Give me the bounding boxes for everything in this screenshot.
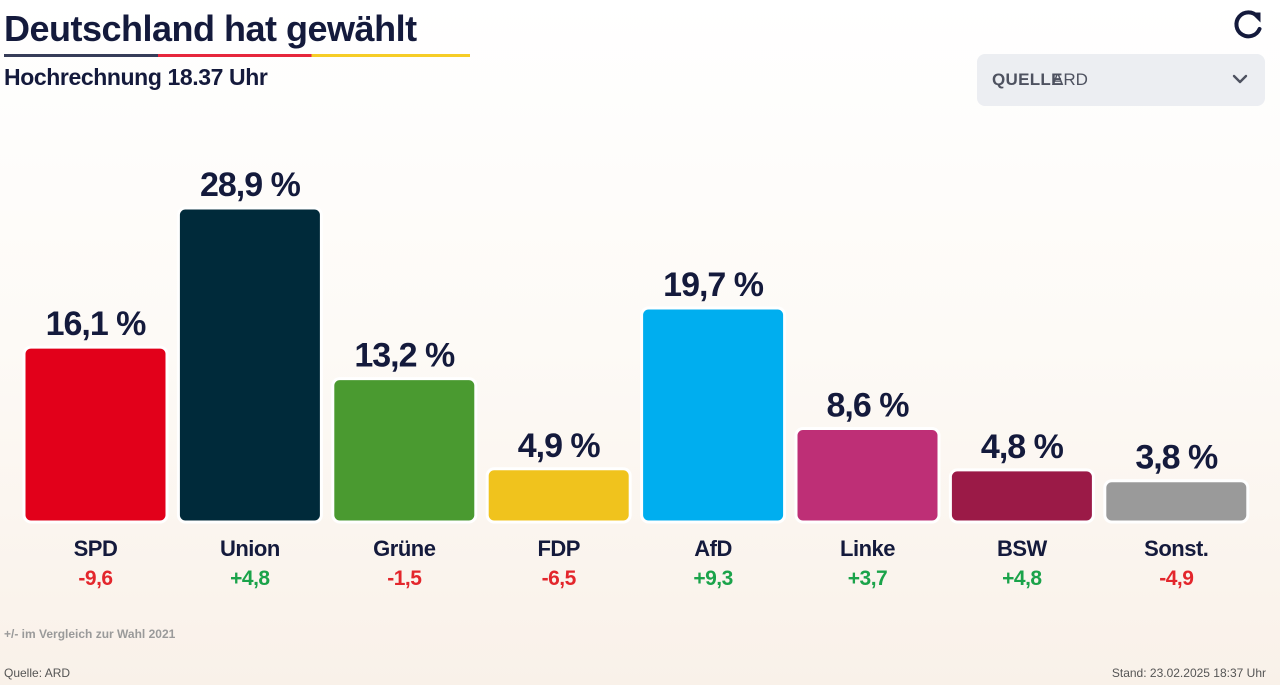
value-label-union: 28,9 %	[200, 166, 301, 204]
category-label-afd: AfD	[694, 536, 732, 561]
bar-linke	[794, 427, 941, 524]
value-label-spd: 16,1 %	[46, 305, 147, 343]
value-label-grne: 13,2 %	[354, 337, 455, 375]
category-label-union: Union	[220, 536, 280, 561]
bar-sonst	[1103, 479, 1250, 524]
chevron-down-icon	[1232, 74, 1248, 84]
bar-fdp	[485, 467, 632, 524]
bar-afd	[640, 306, 787, 524]
change-label-fdp: -6,5	[542, 567, 577, 590]
value-label-sonst: 3,8 %	[1135, 439, 1218, 477]
bar-spd	[22, 345, 169, 524]
comparison-note: +/- im Vergleich zur Wahl 2021	[4, 627, 176, 641]
source-select[interactable]: QUELLE ARD	[977, 54, 1265, 106]
category-label-sonst: Sonst.	[1144, 536, 1208, 561]
change-label-linke: +3,7	[848, 567, 887, 590]
footer-timestamp: Stand: 23.02.2025 18:37 Uhr	[1111, 666, 1266, 680]
category-label-linke: Linke	[840, 536, 895, 561]
bar-grne	[331, 377, 478, 524]
change-label-bsw: +4,8	[1002, 567, 1042, 590]
category-label-fdp: FDP	[537, 536, 580, 561]
refresh-button[interactable]	[1228, 8, 1268, 44]
category-label-grne: Grüne	[373, 536, 436, 561]
change-label-union: +4,8	[230, 567, 270, 590]
source-select-label: QUELLE	[992, 70, 1063, 89]
category-label-bsw: BSW	[997, 536, 1048, 561]
page-subtitle: Hochrechnung 18.37 Uhr	[4, 64, 268, 90]
footer-source: Quelle: ARD	[4, 666, 71, 680]
value-label-linke: 8,6 %	[827, 387, 910, 425]
change-label-grne: -1,5	[387, 567, 422, 590]
change-label-afd: +9,3	[693, 567, 732, 590]
bar-bsw	[948, 468, 1095, 524]
category-label-spd: SPD	[74, 536, 118, 561]
bar-union	[176, 206, 323, 524]
value-label-bsw: 4,8 %	[981, 428, 1064, 466]
change-label-spd: -9,6	[78, 567, 112, 590]
value-label-fdp: 4,9 %	[518, 427, 601, 465]
refresh-icon	[1234, 10, 1262, 39]
page-title: Deutschland hat gewählt	[4, 8, 417, 49]
change-label-sonst: -4,9	[1159, 567, 1193, 590]
source-select-value: ARD	[1052, 70, 1088, 89]
value-label-afd: 19,7 %	[663, 266, 764, 304]
title-underline	[4, 54, 470, 57]
